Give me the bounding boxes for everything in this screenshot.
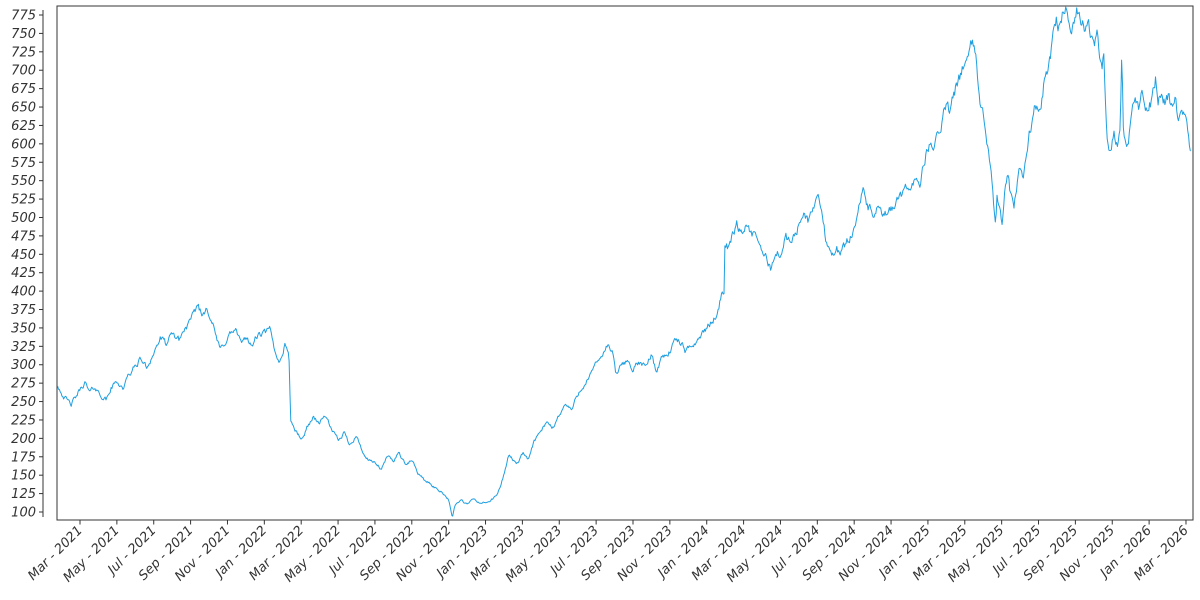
y-tick-label: 250 — [11, 395, 36, 410]
price-series-line — [57, 6, 1191, 517]
y-tick-label: 700 — [11, 64, 36, 79]
y-tick-label: 650 — [11, 101, 36, 116]
y-axis: 100 125 150 175 200 225 250 275 300 325 350 375 400 4… — [11, 9, 43, 521]
y-tick-label: 475 — [11, 229, 36, 244]
y-tick-label: 500 — [11, 211, 36, 226]
y-tick-label: 200 — [11, 432, 36, 447]
y-tick-label: 575 — [11, 156, 36, 171]
y-tick-label: 525 — [11, 193, 36, 208]
y-tick-label: 450 — [11, 248, 36, 263]
y-tick-label: 275 — [11, 377, 36, 392]
y-tick-label: 350 — [11, 321, 36, 336]
y-tick-label: 750 — [11, 27, 36, 42]
y-tick-label: 150 — [11, 469, 36, 484]
y-tick-label: 425 — [11, 266, 36, 281]
y-tick-label: 125 — [11, 487, 36, 502]
y-tick-label: 175 — [11, 450, 36, 465]
y-tick-label: 725 — [11, 45, 36, 60]
y-tick-label: 625 — [11, 119, 36, 134]
y-tick-label: 100 — [11, 506, 36, 521]
y-tick-label: 675 — [11, 82, 36, 97]
y-tick-label: 325 — [11, 340, 36, 355]
y-tick-label: 600 — [11, 137, 36, 152]
y-tick-label: 400 — [11, 285, 36, 300]
plot-frame — [56, 5, 1194, 521]
y-tick-label: 225 — [11, 413, 36, 428]
y-tick-label: 550 — [11, 174, 36, 189]
y-tick-label: 775 — [11, 9, 36, 24]
y-tick-label: 300 — [11, 358, 36, 373]
y-tick-label: 375 — [11, 303, 36, 318]
